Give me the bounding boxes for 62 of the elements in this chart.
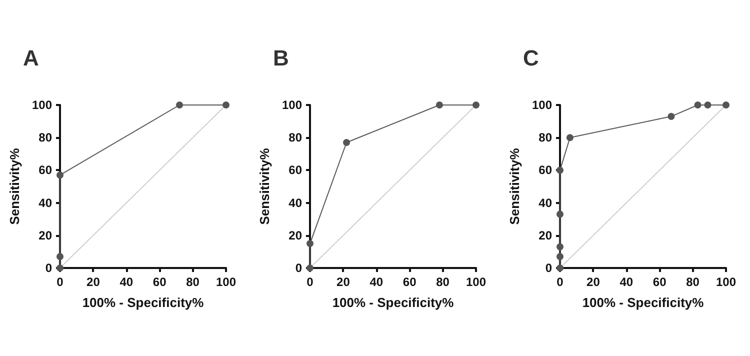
y-tick-label: 0 (295, 261, 302, 275)
x-tick-label: 40 (620, 275, 634, 289)
x-tick-label: 60 (652, 275, 667, 289)
point (668, 112, 675, 120)
x-tick-label: 0 (306, 275, 314, 289)
point (56, 172, 64, 179)
x-axis-title: 100% - Specificity% (332, 295, 454, 310)
x-tick-label: 40 (370, 275, 384, 289)
y-tick-label: 60 (538, 163, 552, 178)
x-tick-label: 40 (120, 275, 134, 289)
x-tick-label: 0 (556, 275, 564, 289)
chart-title: A (23, 46, 39, 70)
y-tick-label: 20 (538, 228, 552, 242)
point (556, 166, 564, 174)
chart-title: C (523, 46, 539, 70)
x-axis-title: 100% - Specificity% (82, 295, 204, 310)
x-tick-label: 100 (466, 275, 486, 289)
x-tick-label: 80 (436, 275, 450, 289)
x-tick-label: 0 (56, 275, 64, 289)
point (556, 253, 564, 260)
y-tick-label: 60 (38, 163, 52, 178)
y-tick-label: 0 (545, 261, 552, 275)
y-tick-label: 80 (538, 130, 552, 145)
y-tick-label: 20 (288, 228, 302, 242)
point (722, 102, 730, 108)
point (436, 102, 443, 108)
y-tick-label: 40 (38, 196, 52, 210)
chart-title: B (273, 46, 289, 70)
point (222, 102, 230, 108)
y-axis-title: Sensitivity% (257, 148, 272, 225)
x-tick-label: 60 (402, 275, 417, 289)
y-tick-label: 100 (282, 98, 302, 112)
y-tick-label: 60 (288, 163, 302, 178)
point (704, 102, 712, 108)
point (556, 243, 564, 250)
point (472, 102, 480, 108)
point (566, 134, 574, 142)
y-tick-label: 100 (532, 98, 552, 112)
x-tick-label: 80 (686, 275, 700, 289)
x-tick-label: 20 (586, 275, 600, 289)
y-tick-label: 80 (38, 130, 52, 145)
x-tick-label: 100 (216, 275, 236, 289)
point (306, 240, 314, 248)
x-tick-label: 100 (716, 275, 736, 289)
point (56, 253, 64, 260)
y-tick-label: 0 (45, 261, 52, 275)
y-tick-label: 20 (38, 228, 52, 242)
x-tick-label: 80 (186, 275, 200, 289)
x-axis-title: 100% - Specificity% (582, 295, 704, 310)
y-axis-title: Sensitivity% (507, 148, 522, 225)
point (343, 138, 350, 146)
x-tick-label: 60 (152, 275, 167, 289)
y-tick-label: 80 (288, 130, 302, 145)
x-tick-label: 20 (86, 275, 100, 289)
x-tick-label: 20 (336, 275, 350, 289)
y-tick-label: 100 (32, 98, 52, 112)
point (176, 102, 184, 108)
y-axis-title: Sensitivity% (7, 148, 22, 225)
y-tick-label: 40 (538, 196, 552, 210)
point (694, 102, 702, 108)
y-tick-label: 40 (288, 196, 302, 210)
point (556, 210, 564, 218)
